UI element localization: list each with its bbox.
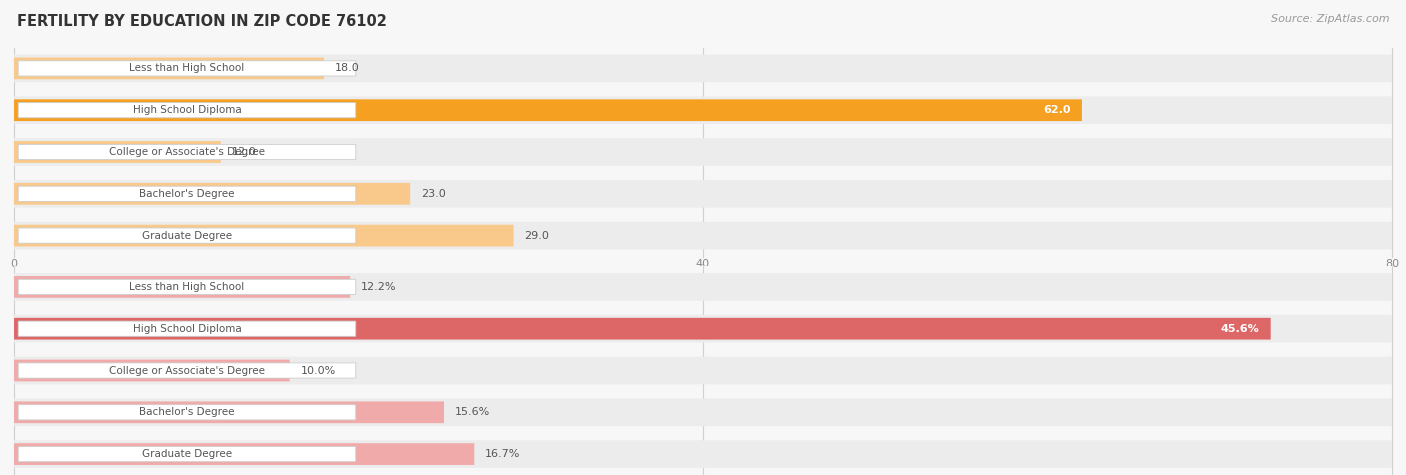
FancyBboxPatch shape [14,273,1392,301]
Text: 45.6%: 45.6% [1220,323,1260,334]
FancyBboxPatch shape [14,443,474,465]
Text: Bachelor's Degree: Bachelor's Degree [139,189,235,199]
FancyBboxPatch shape [14,357,1392,384]
FancyBboxPatch shape [14,138,1392,166]
FancyBboxPatch shape [14,399,1392,426]
Text: 15.6%: 15.6% [456,407,491,418]
Text: 18.0: 18.0 [335,63,360,74]
FancyBboxPatch shape [14,96,1392,124]
Text: Graduate Degree: Graduate Degree [142,449,232,459]
Text: 12.0: 12.0 [232,147,256,157]
Text: Source: ZipAtlas.com: Source: ZipAtlas.com [1271,14,1389,24]
Text: 29.0: 29.0 [524,230,550,241]
FancyBboxPatch shape [14,318,1271,340]
Text: 16.7%: 16.7% [485,449,520,459]
FancyBboxPatch shape [14,222,1392,249]
FancyBboxPatch shape [18,405,356,420]
Text: 10.0%: 10.0% [301,365,336,376]
FancyBboxPatch shape [14,57,325,79]
Text: Less than High School: Less than High School [129,63,245,74]
FancyBboxPatch shape [18,321,356,336]
FancyBboxPatch shape [14,315,1392,342]
Text: Less than High School: Less than High School [129,282,245,292]
FancyBboxPatch shape [14,180,1392,208]
FancyBboxPatch shape [18,363,356,378]
FancyBboxPatch shape [18,446,356,462]
FancyBboxPatch shape [14,225,513,247]
FancyBboxPatch shape [14,99,1083,121]
FancyBboxPatch shape [14,440,1392,468]
Text: College or Associate's Degree: College or Associate's Degree [110,365,264,376]
Text: College or Associate's Degree: College or Associate's Degree [110,147,264,157]
Text: Graduate Degree: Graduate Degree [142,230,232,241]
FancyBboxPatch shape [18,103,356,118]
FancyBboxPatch shape [18,144,356,160]
FancyBboxPatch shape [18,228,356,243]
Text: Bachelor's Degree: Bachelor's Degree [139,407,235,418]
FancyBboxPatch shape [14,276,350,298]
Text: 23.0: 23.0 [422,189,446,199]
FancyBboxPatch shape [14,183,411,205]
Text: 12.2%: 12.2% [361,282,396,292]
FancyBboxPatch shape [14,55,1392,82]
Text: FERTILITY BY EDUCATION IN ZIP CODE 76102: FERTILITY BY EDUCATION IN ZIP CODE 76102 [17,14,387,29]
Text: High School Diploma: High School Diploma [132,323,242,334]
FancyBboxPatch shape [18,279,356,294]
Text: High School Diploma: High School Diploma [132,105,242,115]
FancyBboxPatch shape [18,186,356,201]
FancyBboxPatch shape [18,61,356,76]
FancyBboxPatch shape [14,360,290,381]
Text: 62.0: 62.0 [1043,105,1071,115]
FancyBboxPatch shape [14,141,221,163]
FancyBboxPatch shape [14,401,444,423]
